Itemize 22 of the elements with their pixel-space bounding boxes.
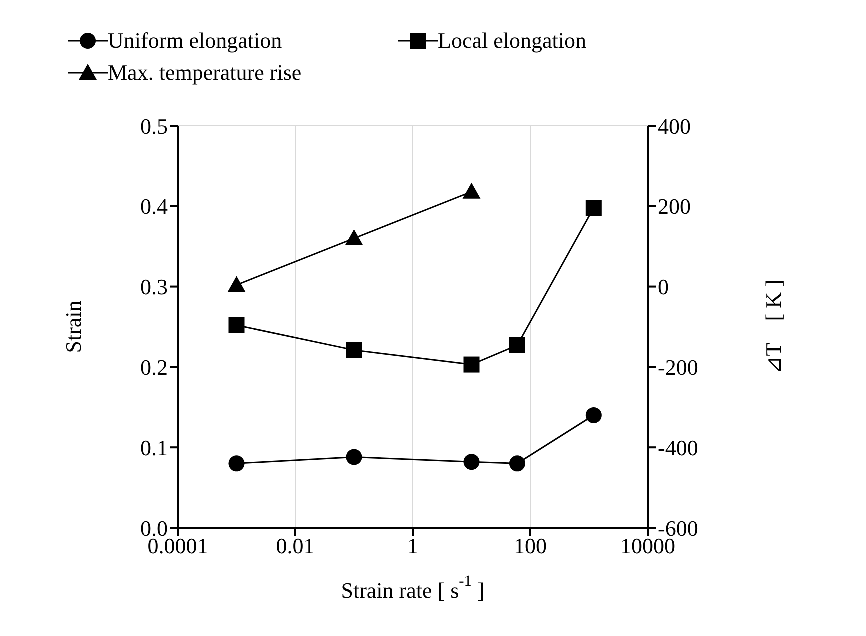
y2-tick-label: -200: [658, 355, 698, 380]
y2-tick-label: 0: [658, 274, 669, 300]
legend-label: Uniform elongation: [108, 28, 282, 54]
y-tick-label: 0.2: [140, 355, 168, 380]
x-tick-label: 100: [514, 534, 547, 559]
x-tick-label: 0.01: [276, 534, 315, 559]
y2-tick-label: -400: [658, 435, 698, 460]
y2-axis-title: ⊿T [ K ]: [760, 280, 786, 374]
y-tick-label: 0.4: [140, 194, 168, 220]
x-axis-title: Strain rate [ s$^{-1}$ ]: [341, 573, 485, 602]
point: [345, 230, 364, 246]
y-axis-title: Strain: [60, 300, 86, 354]
y2-tick-label: 400: [658, 114, 691, 139]
y-tick-label: 0.1: [140, 435, 168, 460]
y2-tick-label: 200: [658, 194, 691, 220]
point: [228, 276, 246, 292]
point: [462, 182, 481, 199]
x-tick-label: 1: [408, 534, 418, 559]
legend-label: Local elongation: [438, 28, 586, 54]
y-tick-label: 0.5: [140, 114, 168, 139]
legend-label: Max. temperature rise: [108, 60, 302, 86]
y-tick-label: 0.3: [140, 274, 168, 300]
